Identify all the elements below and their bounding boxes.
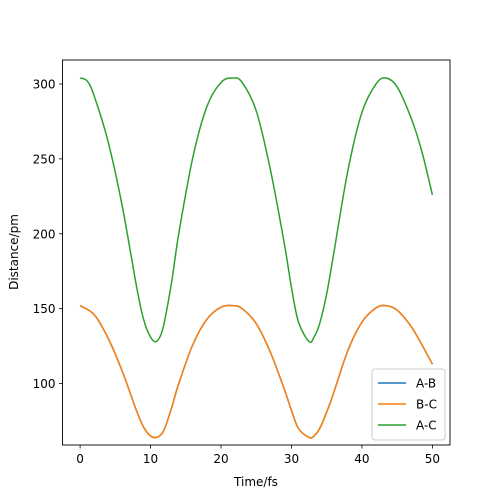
x-tick-label: 30	[284, 452, 299, 466]
legend-box	[371, 368, 446, 441]
y-axis-label: Distance/pm	[7, 214, 21, 290]
x-tick-label: 0	[76, 452, 84, 466]
axis-ticks: 0 10 20 30 40 50 100 150 200 250 300	[33, 77, 440, 466]
y-tick-label: 250	[33, 152, 56, 166]
axes-frame	[62, 59, 451, 446]
x-tick-label: 10	[143, 452, 158, 466]
plot-area	[79, 77, 434, 439]
legend: A-B B-C A-C	[371, 368, 446, 441]
y-tick-label: 150	[33, 302, 56, 316]
x-tick-label: 20	[213, 452, 228, 466]
y-tick-label: 200	[33, 227, 56, 241]
legend-label-a-c: A-C	[416, 419, 437, 433]
y-tick-label: 300	[33, 77, 56, 91]
legend-label-a-b: A-B	[416, 377, 436, 391]
y-tick-label: 100	[33, 377, 56, 391]
series-line-a-c	[79, 77, 434, 344]
x-tick-label: 40	[354, 452, 369, 466]
x-axis-label: Time/fs	[233, 475, 278, 489]
x-tick-label: 50	[425, 452, 440, 466]
series-line-b-c	[79, 304, 434, 439]
legend-label-b-c: B-C	[416, 398, 437, 412]
